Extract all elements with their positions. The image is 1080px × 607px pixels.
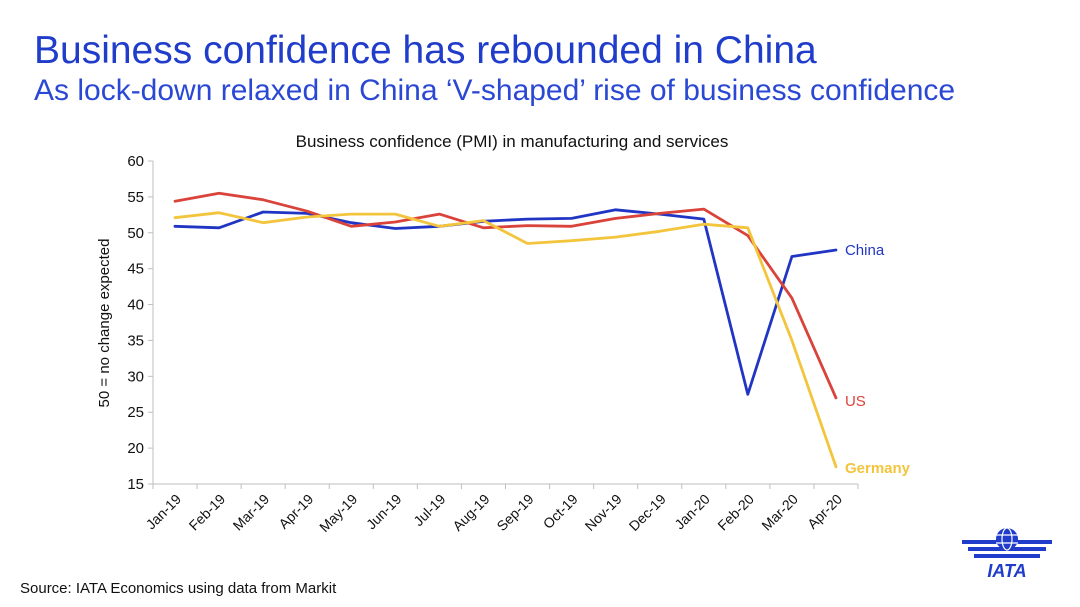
x-tick-label: Dec-19	[626, 491, 669, 534]
x-tick-label: Jan-20	[671, 491, 713, 533]
x-tick-label: Sep-19	[493, 491, 536, 534]
x-tick-label: Aug-19	[449, 491, 492, 534]
x-tick-label: May-19	[316, 491, 360, 535]
y-tick-label: 45	[127, 261, 144, 278]
x-tick-label: Feb-19	[186, 491, 229, 534]
y-axis-label: 50 = no change expected	[96, 239, 113, 408]
x-tick-label: Mar-19	[230, 491, 273, 534]
series-label-germany: Germany	[845, 460, 911, 477]
source-note: Source: IATA Economics using data from M…	[20, 580, 337, 597]
x-tick-label: Feb-20	[714, 491, 757, 534]
x-tick-label: Jan-19	[143, 491, 185, 533]
series-lines	[173, 191, 838, 469]
y-tick-label: 55	[127, 189, 144, 206]
iata-logo: IATA	[962, 527, 1052, 580]
chart-title: Business confidence (PMI) in manufacturi…	[296, 132, 729, 151]
x-tick-label: Apr-19	[275, 491, 316, 532]
logo-text: IATA	[987, 561, 1026, 580]
y-ticks: 15 20 25 30 35 40 45 50 55 60	[127, 153, 153, 493]
series-label-us: US	[845, 393, 866, 410]
y-tick-label: 20	[127, 440, 144, 457]
x-tick-label: Apr-20	[804, 491, 845, 532]
x-tick-label: Jun-19	[363, 491, 405, 533]
series-line-us	[173, 191, 838, 400]
y-tick-label: 30	[127, 368, 144, 385]
x-tick-label: Oct-19	[540, 491, 581, 532]
x-tick-label: Jul-19	[410, 491, 448, 529]
x-tick-label: Nov-19	[582, 491, 625, 534]
y-tick-label: 35	[127, 332, 144, 349]
x-tick-label: Mar-20	[758, 491, 801, 534]
series-labels: China US Germany	[845, 242, 911, 477]
series-line-china	[173, 208, 838, 396]
y-tick-label: 50	[127, 225, 144, 242]
series-label-china: China	[845, 242, 885, 259]
page-subtitle: As lock-down relaxed in China ‘V-shaped’…	[34, 74, 956, 107]
series-line-germany	[173, 211, 838, 469]
x-ticks: Jan-19 Feb-19 Mar-19 Apr-19 May-19 Jun-19 Jul-…	[143, 484, 859, 535]
y-tick-label: 25	[127, 404, 144, 421]
y-tick-label: 60	[127, 153, 144, 170]
y-tick-label: 15	[127, 476, 144, 493]
page-title: Business confidence has rebounded in Chi…	[34, 29, 817, 72]
y-tick-label: 40	[127, 297, 144, 314]
